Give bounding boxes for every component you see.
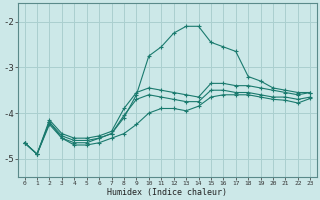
X-axis label: Humidex (Indice chaleur): Humidex (Indice chaleur): [108, 188, 228, 197]
